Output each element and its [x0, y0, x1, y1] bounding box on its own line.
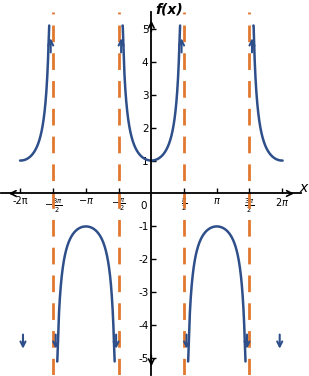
Text: f(x): f(x)	[155, 2, 183, 16]
Text: 0: 0	[140, 201, 147, 211]
Text: x: x	[299, 180, 307, 194]
